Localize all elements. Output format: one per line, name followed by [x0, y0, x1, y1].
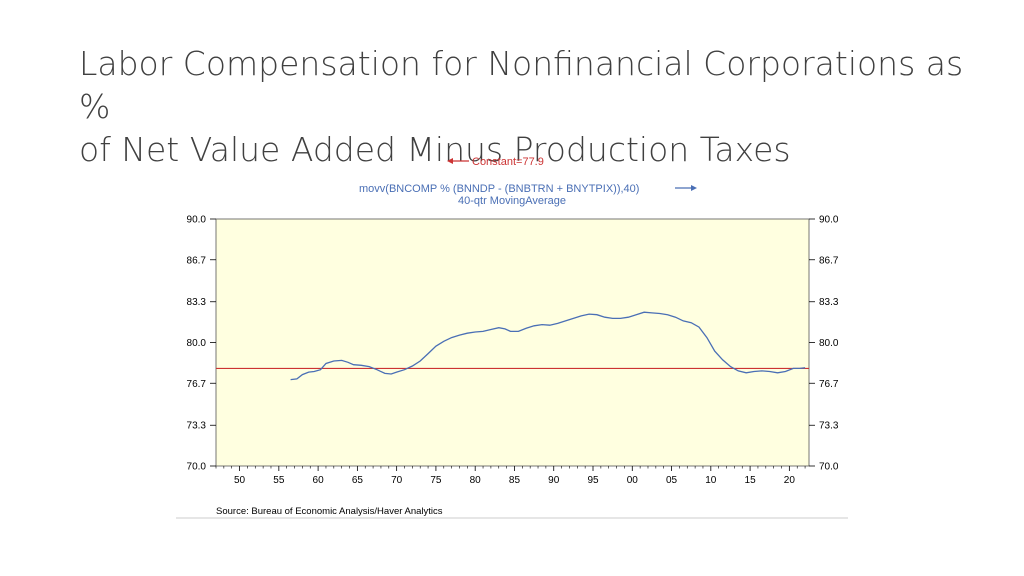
y-tick-label-right: 90.0	[819, 215, 839, 226]
x-tick-label: 95	[587, 475, 599, 486]
y-tick-label-right: 83.3	[819, 297, 839, 308]
x-tick-label: 55	[273, 475, 285, 486]
y-tick-label-right: 76.7	[819, 379, 839, 390]
x-tick-label: 05	[666, 475, 678, 486]
x-tick-label: 85	[509, 475, 521, 486]
slide-title: Labor Compensation for Nonfinancial Corp…	[79, 42, 979, 171]
slide-title-line-2: of Net Value Added Minus Production Taxe…	[79, 130, 791, 169]
y-tick-label-left: 90.0	[187, 215, 207, 226]
legend: Constant=77.9 movv(BNCOMP % (BNNDP - (BN…	[359, 156, 697, 207]
source-note: Source: Bureau of Economic Analysis/Have…	[216, 506, 443, 517]
y-tick-label-right: 70.0	[819, 462, 839, 473]
y-tick-label-left: 80.0	[187, 338, 207, 349]
y-tick-label-left: 70.0	[187, 462, 207, 473]
series-legend-label: movv(BNCOMP % (BNNDP - (BNBTRN + BNYTPIX…	[359, 183, 639, 195]
y-tick-label-left: 86.7	[187, 255, 207, 266]
x-tick-label: 50	[234, 475, 246, 486]
x-tick-label: 70	[391, 475, 403, 486]
y-tick-label-left: 73.3	[187, 421, 207, 432]
x-tick-label: 20	[784, 475, 796, 486]
series-legend-sublabel: 40-qtr MovingAverage	[458, 195, 566, 207]
series-line	[290, 311, 806, 381]
x-tick-label: 90	[548, 475, 560, 486]
x-tick-label: 00	[627, 475, 639, 486]
x-tick-label: 15	[745, 475, 757, 486]
x-tick-label: 80	[470, 475, 482, 486]
x-tick-label: 65	[352, 475, 364, 486]
plot-area	[215, 218, 810, 467]
y-tick-label-left: 76.7	[187, 379, 207, 390]
x-tick-label: 60	[313, 475, 325, 486]
x-tick-label: 10	[705, 475, 717, 486]
y-tick-label-right: 73.3	[819, 421, 839, 432]
y-axis-right: 90.0 86.7 83.3 80.0 76.7 73.3 70.0	[809, 215, 839, 473]
series-legend-arrow-head	[691, 185, 697, 191]
constant-legend-label: Constant=77.9	[472, 156, 544, 168]
slide-title-line-1: Labor Compensation for Nonfinancial Corp…	[79, 44, 964, 126]
y-tick-label-right: 80.0	[819, 338, 839, 349]
y-tick-label-right: 86.7	[819, 255, 839, 266]
x-tick-label: 75	[430, 475, 442, 486]
constant-legend-arrow-head	[447, 158, 453, 164]
x-axis: 50 55 60 65 70 75 80 85 90 95 00 05 10 15 20	[215, 466, 806, 486]
y-tick-label-left: 83.3	[187, 297, 207, 308]
y-axis-left: 90.0 86.7 83.3 80.0 76.7 73.3 70.0	[187, 215, 216, 473]
